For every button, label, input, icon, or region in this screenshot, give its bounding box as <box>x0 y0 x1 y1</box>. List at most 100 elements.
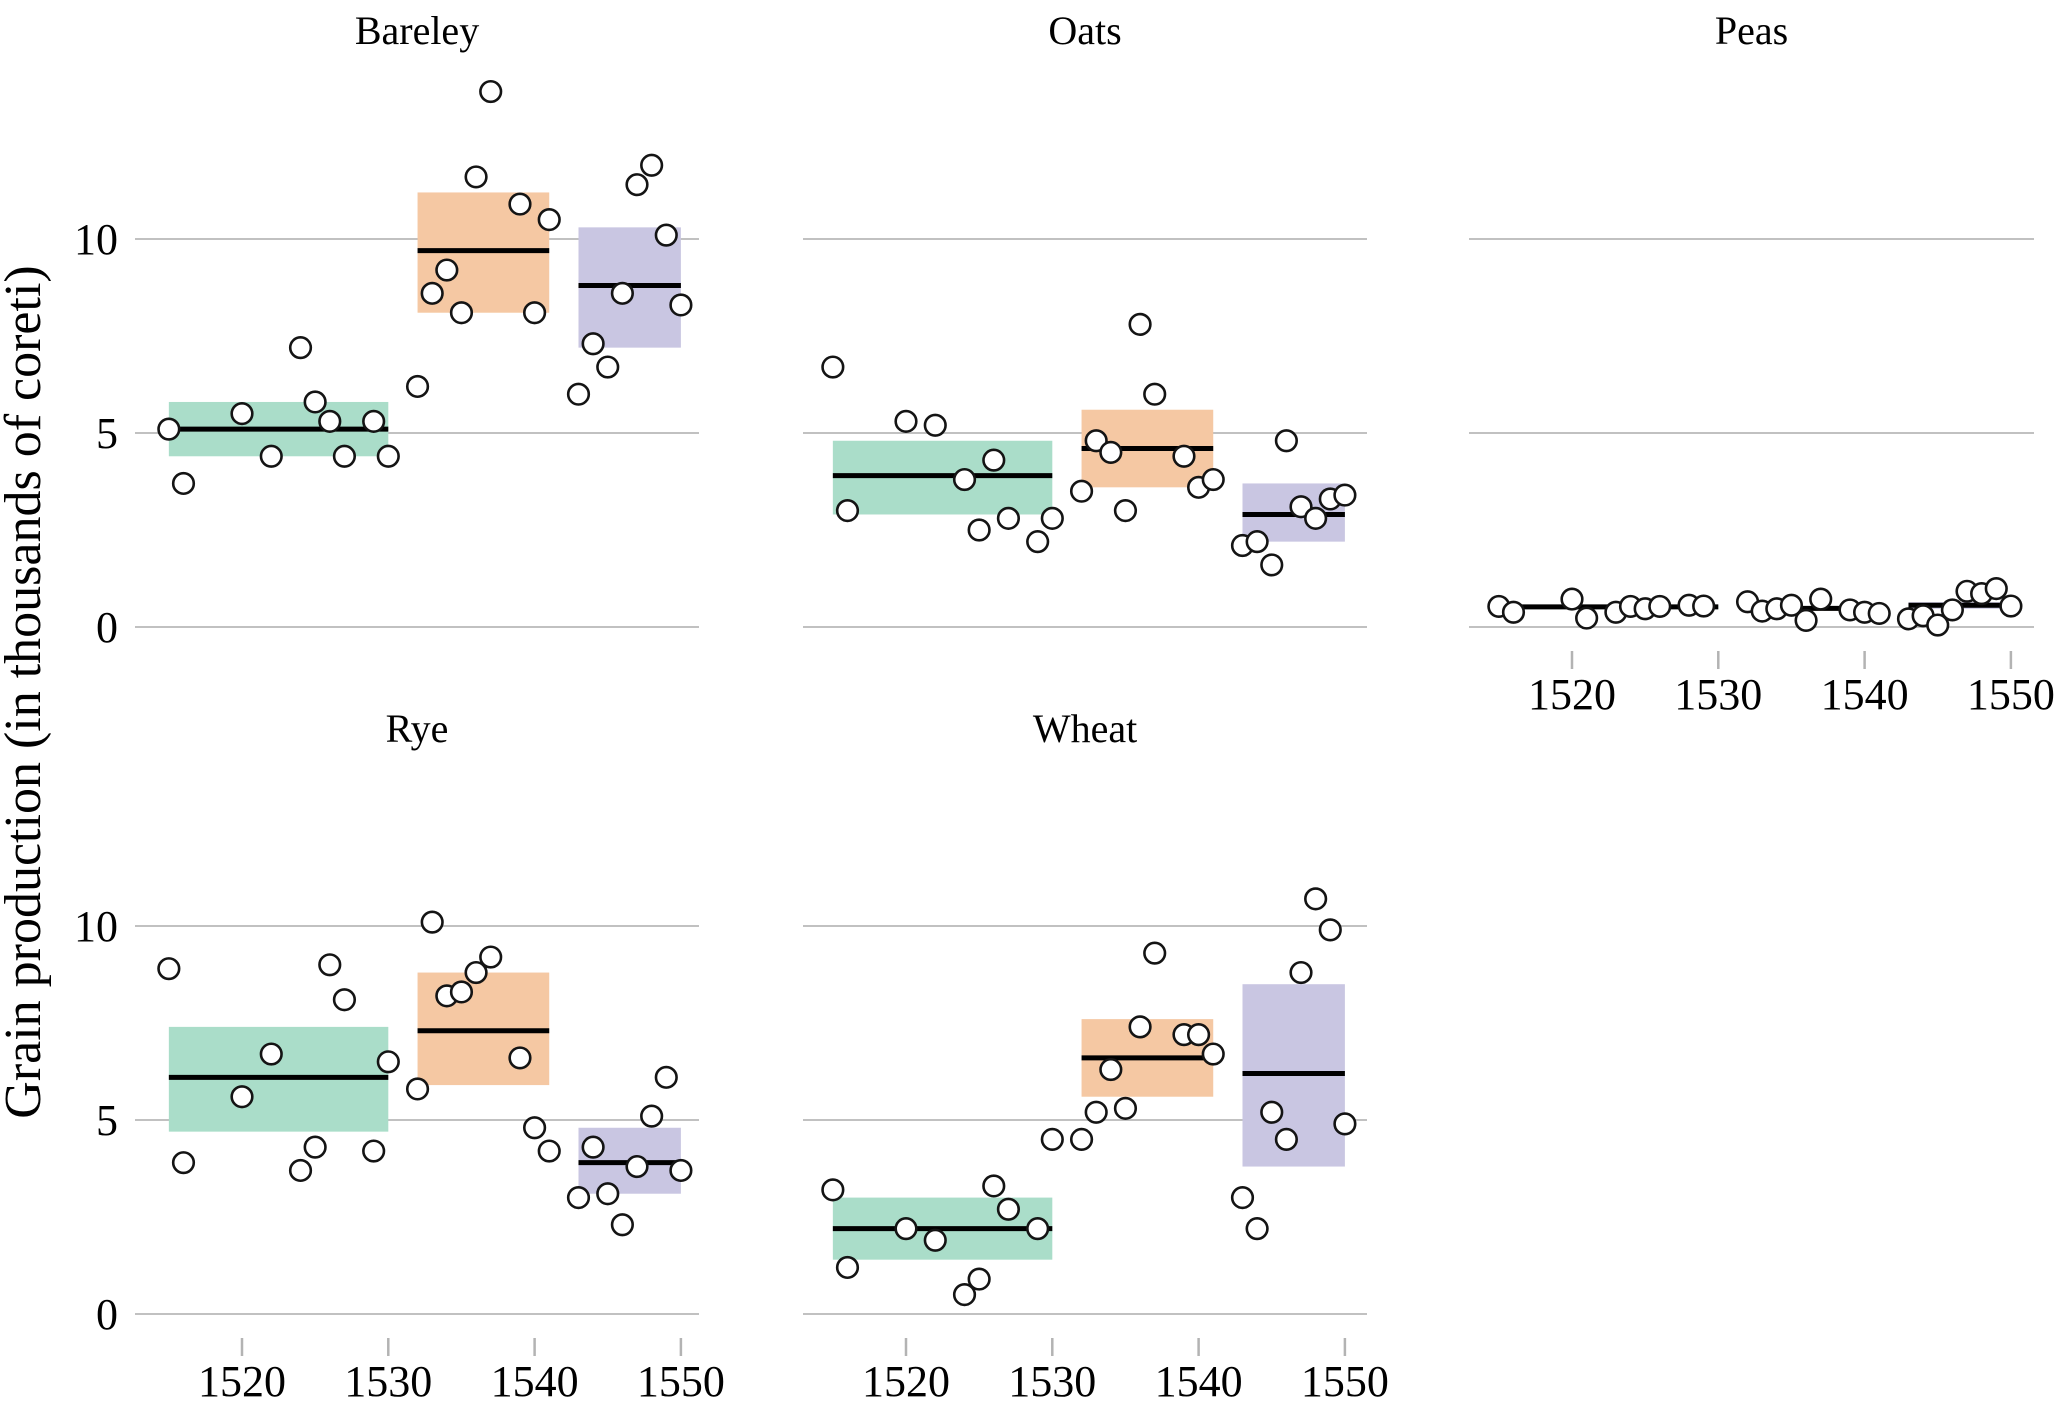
data-point <box>610 281 634 305</box>
data-point <box>1940 598 1964 622</box>
data-point <box>835 499 860 523</box>
data-point <box>1867 601 1891 626</box>
data-point <box>1230 1185 1255 1210</box>
data-point <box>303 1135 327 1159</box>
x-tick-label-1520: 1520 <box>1528 670 1616 719</box>
data-point <box>1099 440 1123 465</box>
data-point <box>318 953 342 977</box>
data-point <box>522 1116 547 1140</box>
x-tick-label-1540: 1540 <box>1821 670 1909 719</box>
data-point <box>259 1042 283 1066</box>
y-tick-label-0: 0 <box>96 1290 118 1339</box>
data-point <box>420 910 444 934</box>
data-point <box>1113 1096 1138 1120</box>
data-point <box>1333 483 1357 507</box>
data-point <box>1099 1057 1123 1082</box>
data-point <box>449 980 474 1004</box>
data-point <box>288 1158 313 1183</box>
y-tick-label-5: 5 <box>96 409 118 458</box>
data-point <box>1999 594 2023 618</box>
data-point <box>1274 429 1298 453</box>
data-point <box>1333 1112 1357 1136</box>
data-point <box>537 1139 561 1163</box>
data-point <box>464 165 488 189</box>
data-point <box>376 1050 400 1074</box>
data-point <box>449 301 474 325</box>
data-point <box>522 301 547 325</box>
data-point <box>1289 960 1313 985</box>
x-tick-label-1540: 1540 <box>1155 1357 1243 1406</box>
data-point <box>996 506 1021 530</box>
data-point <box>610 1213 634 1237</box>
data-point <box>1201 467 1225 492</box>
data-point <box>581 1135 605 1159</box>
data-point <box>967 518 991 542</box>
data-point <box>1274 1127 1298 1151</box>
data-point <box>1560 587 1584 611</box>
data-point <box>1143 941 1167 965</box>
data-point <box>1501 600 1526 624</box>
facet-title-bareley: Bareley <box>355 8 479 53</box>
data-point <box>537 208 561 232</box>
data-point <box>405 374 430 399</box>
data-point <box>405 1077 430 1101</box>
data-point <box>952 467 977 492</box>
data-point <box>821 1178 845 1202</box>
data-point <box>1084 1100 1108 1124</box>
data-point <box>1040 506 1064 530</box>
data-point <box>1779 593 1804 617</box>
data-point <box>625 1154 649 1179</box>
data-point <box>1926 613 1950 637</box>
data-point <box>996 1197 1021 1221</box>
x-tick-label-1530: 1530 <box>1008 1357 1096 1406</box>
data-point <box>835 1255 860 1280</box>
data-point <box>1575 606 1599 630</box>
data-point <box>596 1182 620 1206</box>
data-point <box>1026 1217 1050 1241</box>
data-point <box>566 382 591 406</box>
data-point <box>464 960 488 985</box>
data-point <box>318 409 342 433</box>
data-point <box>625 173 649 197</box>
x-tick-label-1550: 1550 <box>637 1357 725 1406</box>
x-tick-label-1530: 1530 <box>344 1357 432 1406</box>
y-axis-label: Grain production (in thousands of coreti… <box>0 265 52 1118</box>
data-point <box>1809 587 1833 611</box>
y-tick-label-10: 10 <box>74 215 118 264</box>
data-point <box>923 1228 947 1252</box>
data-point <box>362 409 386 433</box>
y-tick-label-5: 5 <box>96 1096 118 1145</box>
data-point <box>332 988 357 1012</box>
data-point <box>967 1267 991 1291</box>
data-point <box>1128 1015 1152 1039</box>
data-point <box>171 471 196 496</box>
data-point <box>566 1185 591 1210</box>
x-tick-label-1540: 1540 <box>491 1357 579 1406</box>
data-point <box>288 336 313 360</box>
facet-title-oats: Oats <box>1048 8 1121 53</box>
data-point <box>640 1104 664 1128</box>
data-point <box>376 444 400 468</box>
data-point <box>171 1151 196 1175</box>
data-point <box>1201 1042 1225 1066</box>
data-point <box>332 444 357 468</box>
data-point <box>952 1282 977 1307</box>
data-point <box>1143 382 1167 406</box>
data-point <box>1026 530 1050 554</box>
data-point <box>923 413 947 437</box>
data-point <box>157 957 181 981</box>
data-point <box>821 355 845 379</box>
x-tick-label-1520: 1520 <box>862 1357 950 1406</box>
data-point <box>982 1174 1006 1198</box>
x-tick-label-1530: 1530 <box>1674 670 1762 719</box>
data-point <box>157 417 181 441</box>
data-point <box>669 293 693 317</box>
x-tick-label-1550: 1550 <box>1967 670 2055 719</box>
data-point <box>1069 479 1094 503</box>
data-point <box>1794 608 1818 633</box>
data-point <box>1984 576 2008 601</box>
data-point <box>230 402 254 426</box>
y-tick-label-10: 10 <box>74 902 118 951</box>
